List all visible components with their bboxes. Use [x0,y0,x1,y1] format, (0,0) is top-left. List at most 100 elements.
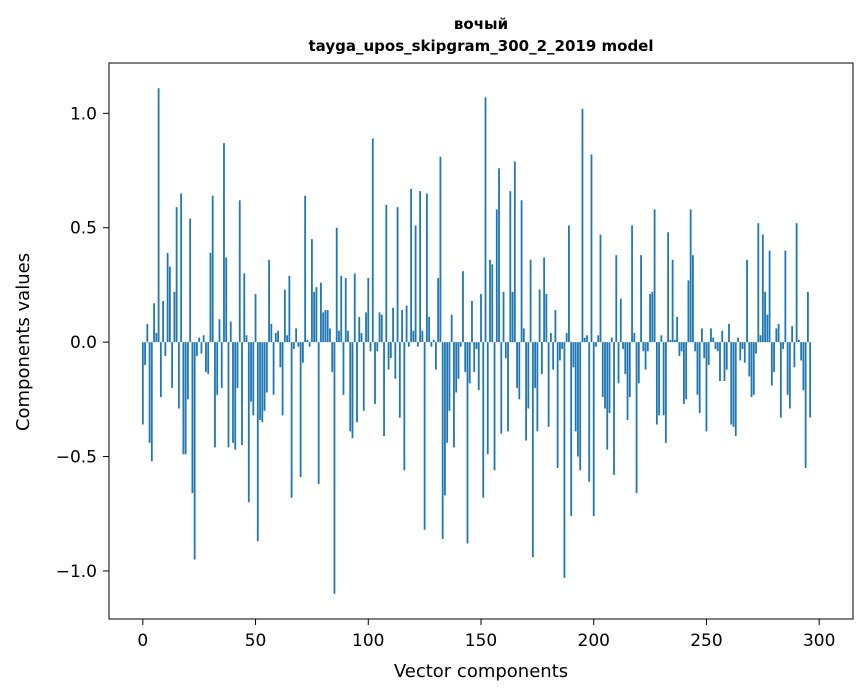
bar-197 [586,335,588,343]
bar-123 [419,191,422,343]
bar-225 [649,294,651,343]
bar-103 [374,342,376,404]
bar-122 [416,342,419,347]
bar-35 [220,342,223,388]
bar-144 [466,342,469,544]
bar-143 [464,342,467,372]
bar-47 [247,342,250,503]
bar-164 [511,291,514,343]
bar-153 [486,342,489,455]
bar-264 [737,337,739,343]
bar-86 [335,227,338,343]
bar-216 [628,342,631,398]
bar-71 [301,342,304,363]
bar-221 [640,255,642,343]
bar-104 [376,342,379,352]
bar-14 [173,291,176,343]
bar-55 [265,342,268,393]
bar-135 [446,342,449,443]
bar-146 [471,300,473,343]
bar-289 [793,342,796,368]
bar-37 [225,257,228,343]
bar-109 [387,342,390,370]
y-tick-label: 1.0 [70,104,97,124]
bar-10 [164,342,167,356]
bar-281 [775,328,778,343]
y-tick-label: −1.0 [56,562,97,582]
bar-66 [290,342,293,498]
y-axis-ticks: 1.0 0.5 0.0 −0.5 −1.0 [56,104,109,582]
bar-190 [570,342,573,517]
bar-38 [227,342,230,448]
x-axis-label: Vector components [394,661,568,682]
bar-206 [606,342,609,450]
bar-180 [547,342,550,427]
bar-290 [795,223,798,343]
bar-90 [344,278,347,343]
bar-73 [306,339,309,343]
bar-171 [527,342,530,409]
bar-26 [200,342,203,354]
bar-214 [624,342,627,375]
bar-102 [371,138,374,343]
bar-60 [277,330,279,343]
bar-172 [529,259,532,343]
bar-159 [500,342,503,434]
bar-247 [698,342,701,414]
bar-27 [202,335,205,343]
bar-24 [196,342,198,356]
bar-189 [568,225,570,343]
bar-276 [764,291,766,343]
bar-50 [254,294,257,343]
bar-120 [412,330,415,343]
bar-124 [421,330,424,343]
bar-198 [588,342,591,482]
bar-114 [398,342,401,418]
bar-154 [489,259,491,343]
bar-42 [236,342,239,388]
bar-277 [766,314,769,343]
bar-212 [619,298,622,343]
bar-243 [689,209,692,343]
bar-117 [405,305,408,343]
bar-240 [683,342,685,404]
bar-131 [437,278,440,343]
bar-32 [214,342,216,448]
bar-63 [283,289,286,343]
bar-162 [507,342,509,432]
bar-12 [168,266,171,343]
bar-25 [198,337,201,343]
bar-17 [180,193,183,343]
bar-265 [739,342,742,361]
bar-107 [383,342,385,436]
bar-193 [577,342,579,457]
bar-196 [583,337,586,343]
bar-67 [292,342,295,349]
bar-166 [516,342,518,388]
bar-244 [692,255,694,343]
bar-170 [525,342,527,441]
bar-210 [615,255,618,343]
bar-242 [687,280,690,343]
bar-279 [770,342,773,386]
bar-140 [457,342,460,379]
bar-56 [268,259,270,343]
bar-283 [779,342,782,418]
bar-177 [540,342,543,375]
bar-201 [595,342,597,347]
bar-186 [561,342,564,349]
bar-62 [281,342,284,416]
bar-253 [712,337,715,343]
bar-269 [748,342,751,377]
bar-272 [755,342,757,354]
bar-4 [150,342,153,462]
bar-87 [338,330,340,343]
bar-116 [403,342,406,471]
bar-52 [259,342,261,420]
bar-280 [773,342,775,372]
bar-89 [342,342,345,395]
bar-251 [707,342,710,366]
bar-176 [538,289,541,343]
bar-33 [216,342,219,395]
bar-51 [256,342,259,542]
